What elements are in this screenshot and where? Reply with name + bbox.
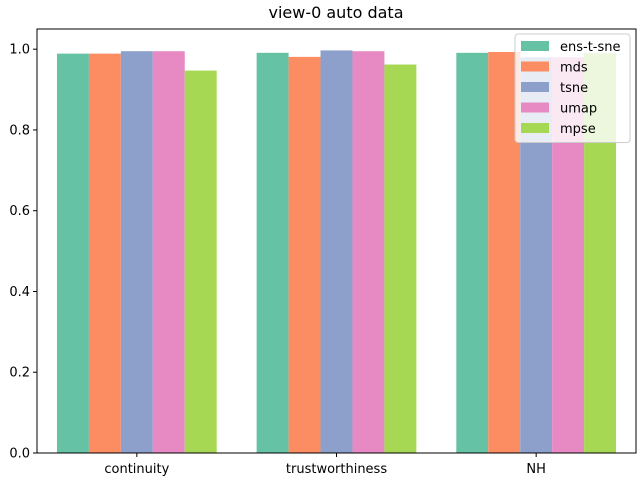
chart-title: view-0 auto data <box>268 3 403 22</box>
bar-umap-trustworthiness <box>352 51 385 453</box>
x-tick-label: trustworthiness <box>286 462 387 477</box>
legend-label-mds: mds <box>560 61 588 76</box>
bar-ens-t-sne-trustworthiness <box>256 52 289 453</box>
y-tick-label: 0.0 <box>9 447 30 462</box>
x-tick-label: NH <box>526 462 546 477</box>
bar-tsne-trustworthiness <box>320 50 353 453</box>
y-tick-label: 0.2 <box>9 366 30 381</box>
legend-label-ens-t-sne: ens-t-sne <box>560 40 621 55</box>
legend-swatch-ens-t-sne <box>521 41 549 51</box>
x-tick-label: continuity <box>104 462 169 477</box>
bar-ens-t-sne-NH <box>456 52 489 453</box>
bar-ens-t-sne-continuity <box>56 53 89 453</box>
bar-mpse-trustworthiness <box>384 64 417 453</box>
bar-mpse-continuity <box>184 70 217 454</box>
legend-label-umap: umap <box>560 102 597 117</box>
axes-layer: 0.0 0.2 0.4 0.6 0.8 1.0 continuity trustworthin… <box>9 28 637 477</box>
legend-swatch-umap <box>521 102 549 113</box>
legend-swatch-mds <box>521 61 549 72</box>
legend: ens-t-sne mds tsne umap mpse <box>514 33 631 143</box>
legend-swatch-mpse <box>521 123 549 133</box>
legend-box <box>514 33 631 143</box>
bar-umap-continuity <box>152 51 185 453</box>
y-tick-label: 0.4 <box>9 285 30 300</box>
bar-mds-trustworthiness <box>288 56 321 454</box>
bar-tsne-continuity <box>120 51 153 453</box>
legend-swatch-tsne <box>521 82 549 92</box>
bars-layer <box>56 50 617 454</box>
legend-label-mpse: mpse <box>560 122 596 137</box>
bar-mds-continuity <box>88 53 121 453</box>
legend-label-tsne: tsne <box>560 81 588 96</box>
y-tick-label: 0.8 <box>9 123 30 138</box>
y-tick-label: 0.6 <box>9 204 30 219</box>
y-tick-label: 1.0 <box>9 43 30 58</box>
